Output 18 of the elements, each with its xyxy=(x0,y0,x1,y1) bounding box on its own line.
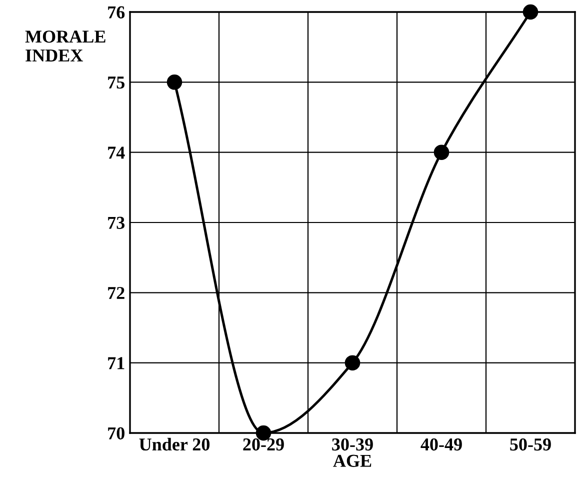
point xyxy=(344,355,360,370)
x-tick-label: 40-49 xyxy=(420,438,462,451)
y-axis-title: MORALE INDEX xyxy=(25,30,106,62)
x-tick-label: 50-59 xyxy=(510,438,551,451)
point xyxy=(166,74,182,90)
x-tick-label: 20-29 xyxy=(243,438,284,451)
point xyxy=(522,4,538,20)
x-tick-label: Under 20 xyxy=(139,438,210,451)
x-tick-label: 30-39 xyxy=(332,438,373,451)
x-axis-title: AGE xyxy=(333,454,372,467)
y-tick-label: 72 xyxy=(108,286,124,299)
point xyxy=(434,144,450,160)
y-tick-label: 75 xyxy=(108,76,124,89)
y-tick-label: 71 xyxy=(108,357,124,370)
y-tick-label: 76 xyxy=(108,6,125,18)
y-tick-label: 70 xyxy=(108,427,124,440)
y-tick-label: 73 xyxy=(108,216,125,229)
y-tick-label: 74 xyxy=(108,146,125,159)
